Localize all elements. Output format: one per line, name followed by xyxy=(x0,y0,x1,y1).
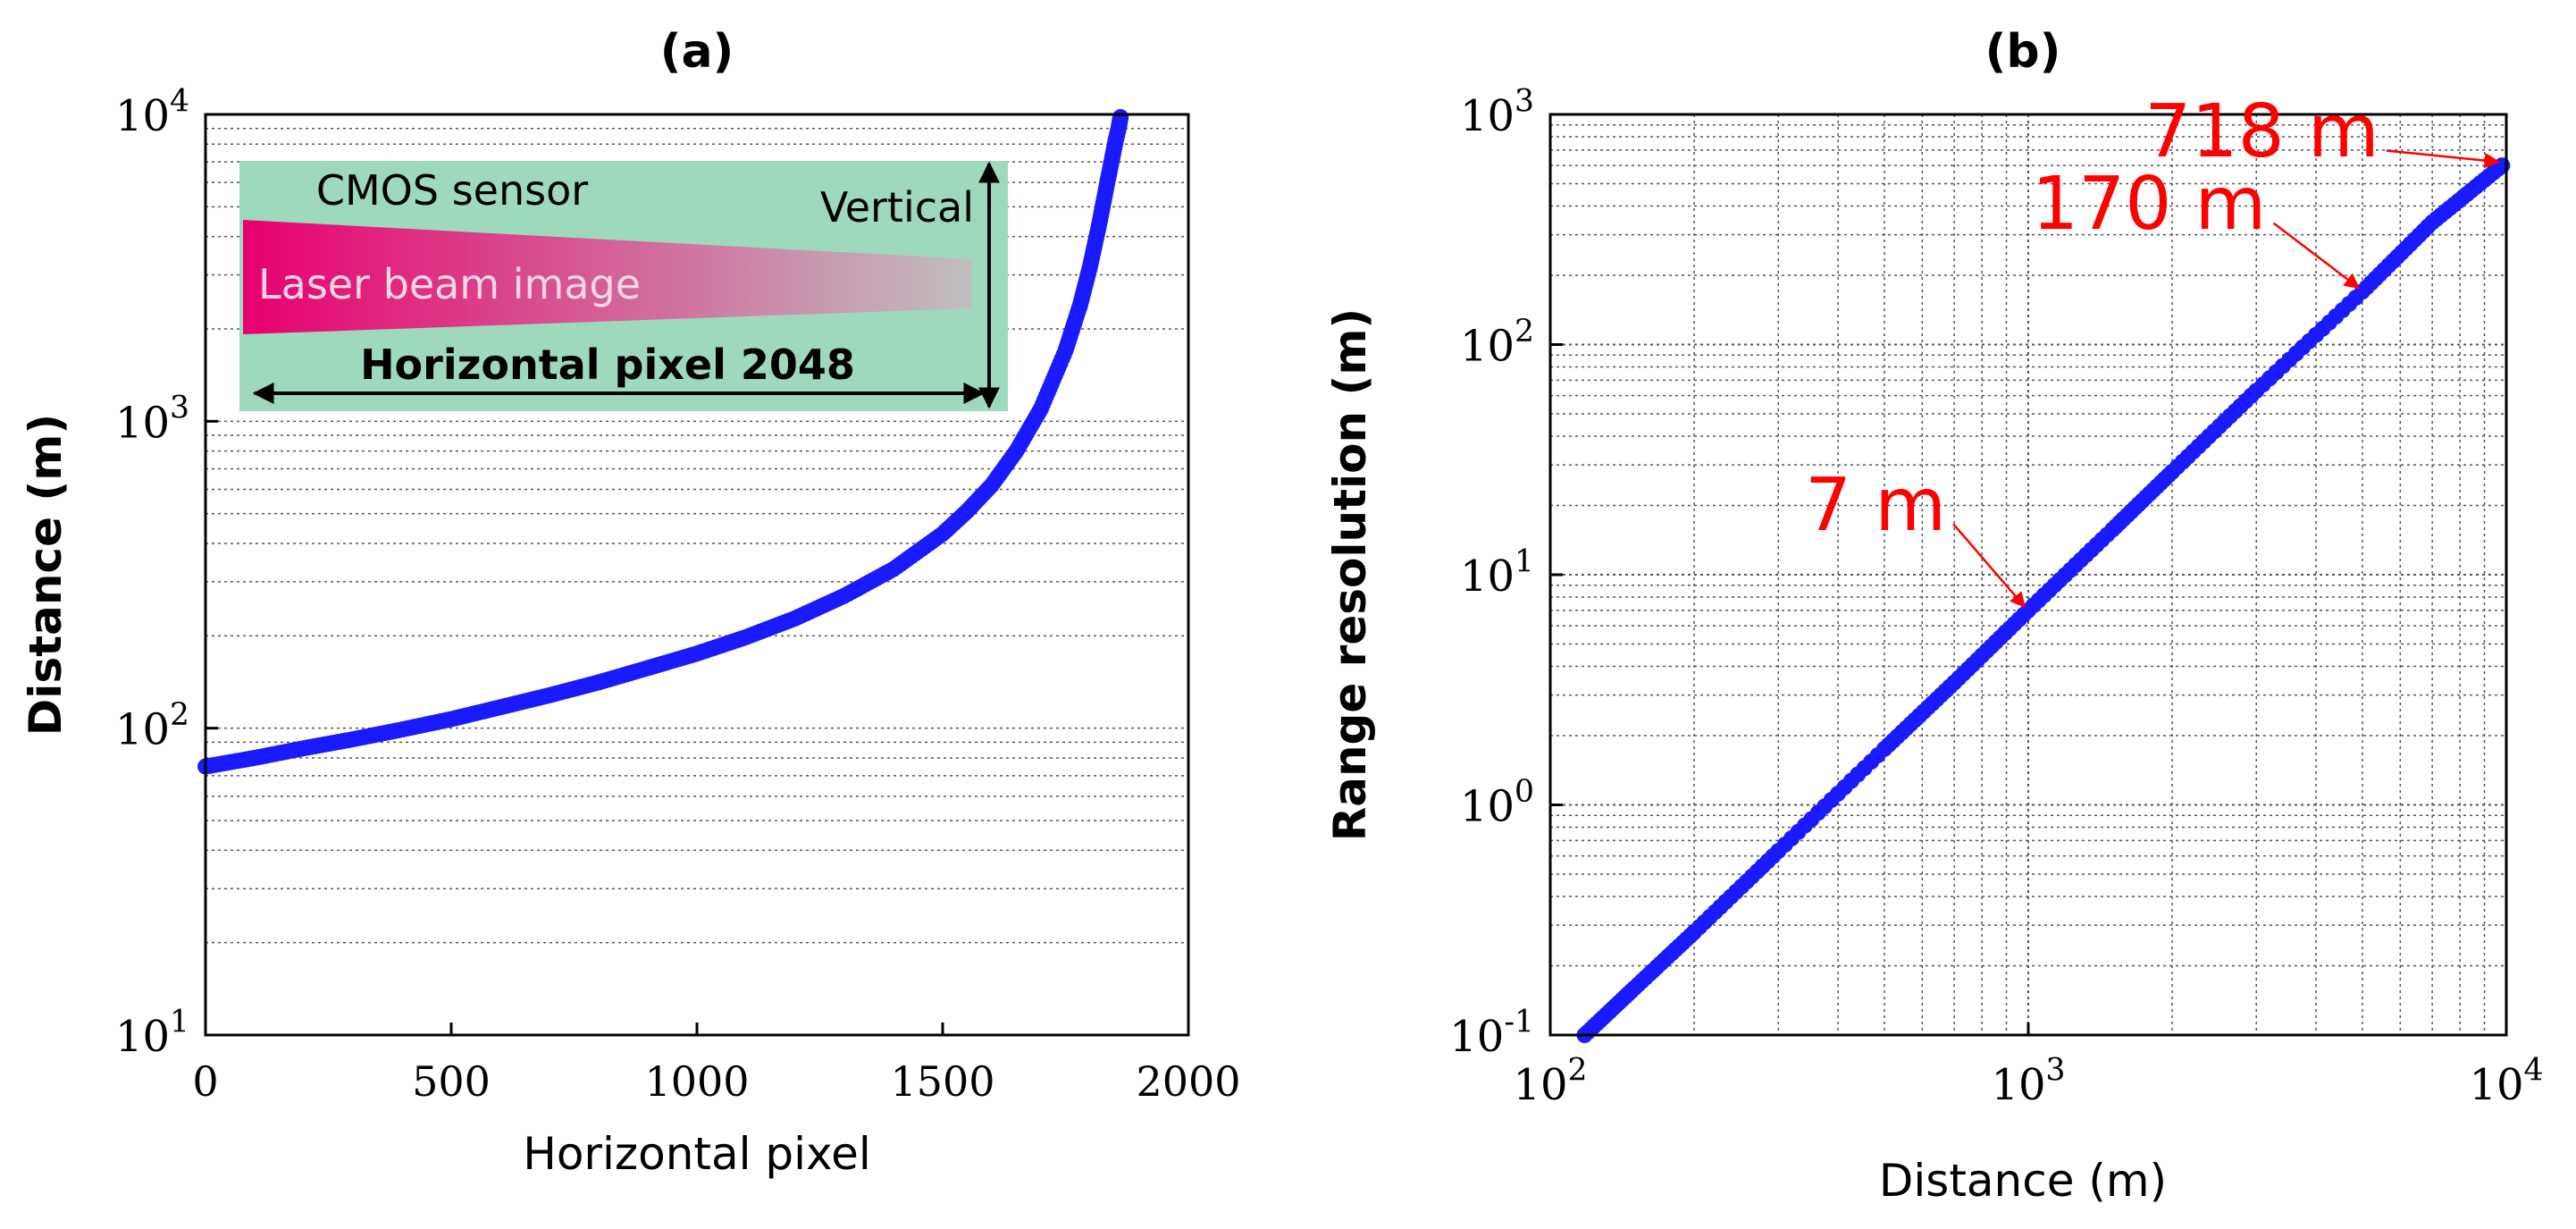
panel-a-y-label: Distance (m) xyxy=(20,414,71,736)
inset-sensor-label: CMOS sensor xyxy=(316,166,588,215)
x-tick-label: 103 xyxy=(1991,1052,2065,1110)
y-tick-label: 10-1 xyxy=(1449,1004,1534,1062)
annotation-arrow xyxy=(1952,523,2026,609)
panel-a-x-label: Horizontal pixel xyxy=(523,1128,871,1180)
inset-vertical-label: Vertical xyxy=(820,183,974,231)
annotation-arrow xyxy=(2272,222,2361,290)
inset-horizontal-label: Horizontal pixel 2048 xyxy=(360,341,855,389)
annotation-label: 718 m xyxy=(2144,89,2379,174)
inset-beam-label: Laser beam image xyxy=(258,260,641,308)
x-tick-label: 104 xyxy=(2469,1052,2543,1110)
panel-b-y-ticks: 10-1 100 101 102 103 xyxy=(1449,83,1563,1062)
annotation-arrow xyxy=(2386,149,2501,169)
x-tick-label: 0 xyxy=(192,1057,218,1106)
inset-diagram: CMOS sensor Laser beam image Vertical Ho… xyxy=(239,161,1008,411)
panel-b-title: (b) xyxy=(1985,25,2061,79)
x-tick-label: 2000 xyxy=(1136,1057,1240,1106)
panel-a-title: (a) xyxy=(660,25,734,79)
y-tick-label: 102 xyxy=(1460,314,1534,372)
inset-laser-beam xyxy=(243,220,972,334)
panel-b-x-label: Distance (m) xyxy=(1879,1155,2167,1207)
panel-b-x-ticks: 102 103 104 xyxy=(1513,1023,2544,1110)
x-tick-label: 1000 xyxy=(644,1057,749,1106)
panel-a-x-ticks: 0 500 1000 1500 2000 xyxy=(192,1023,1241,1106)
y-tick-label: 102 xyxy=(115,697,189,755)
panel-b-y-label: Range resolution (m) xyxy=(1324,308,1376,842)
y-tick-label: 103 xyxy=(1460,83,1534,141)
panel-a-series xyxy=(197,109,1129,775)
panel-b-series xyxy=(1576,157,2511,1043)
panel-b-grid xyxy=(1550,114,2506,1035)
y-tick-label: 100 xyxy=(1460,774,1534,832)
y-tick-label: 103 xyxy=(115,391,189,449)
data-point xyxy=(1112,109,1129,126)
y-tick-label: 104 xyxy=(115,83,189,141)
annotation-label: 170 m xyxy=(2032,162,2266,247)
x-tick-label: 102 xyxy=(1513,1052,1587,1110)
annotation-label: 7 m xyxy=(1805,463,1946,548)
x-tick-label: 1500 xyxy=(890,1057,994,1106)
y-tick-label: 101 xyxy=(1460,543,1534,602)
x-tick-label: 500 xyxy=(412,1057,491,1106)
panel-a-y-ticks: 101 102 103 104 xyxy=(115,83,218,1062)
panel-b: (b) 102 103 104 10-1 100 101 102 103 7 m 170 m7… xyxy=(1324,25,2544,1207)
panel-a: (a) CMOS sensor Laser beam image Vertica… xyxy=(20,25,1241,1180)
y-tick-label: 101 xyxy=(115,1004,189,1062)
data-point xyxy=(2494,157,2511,174)
